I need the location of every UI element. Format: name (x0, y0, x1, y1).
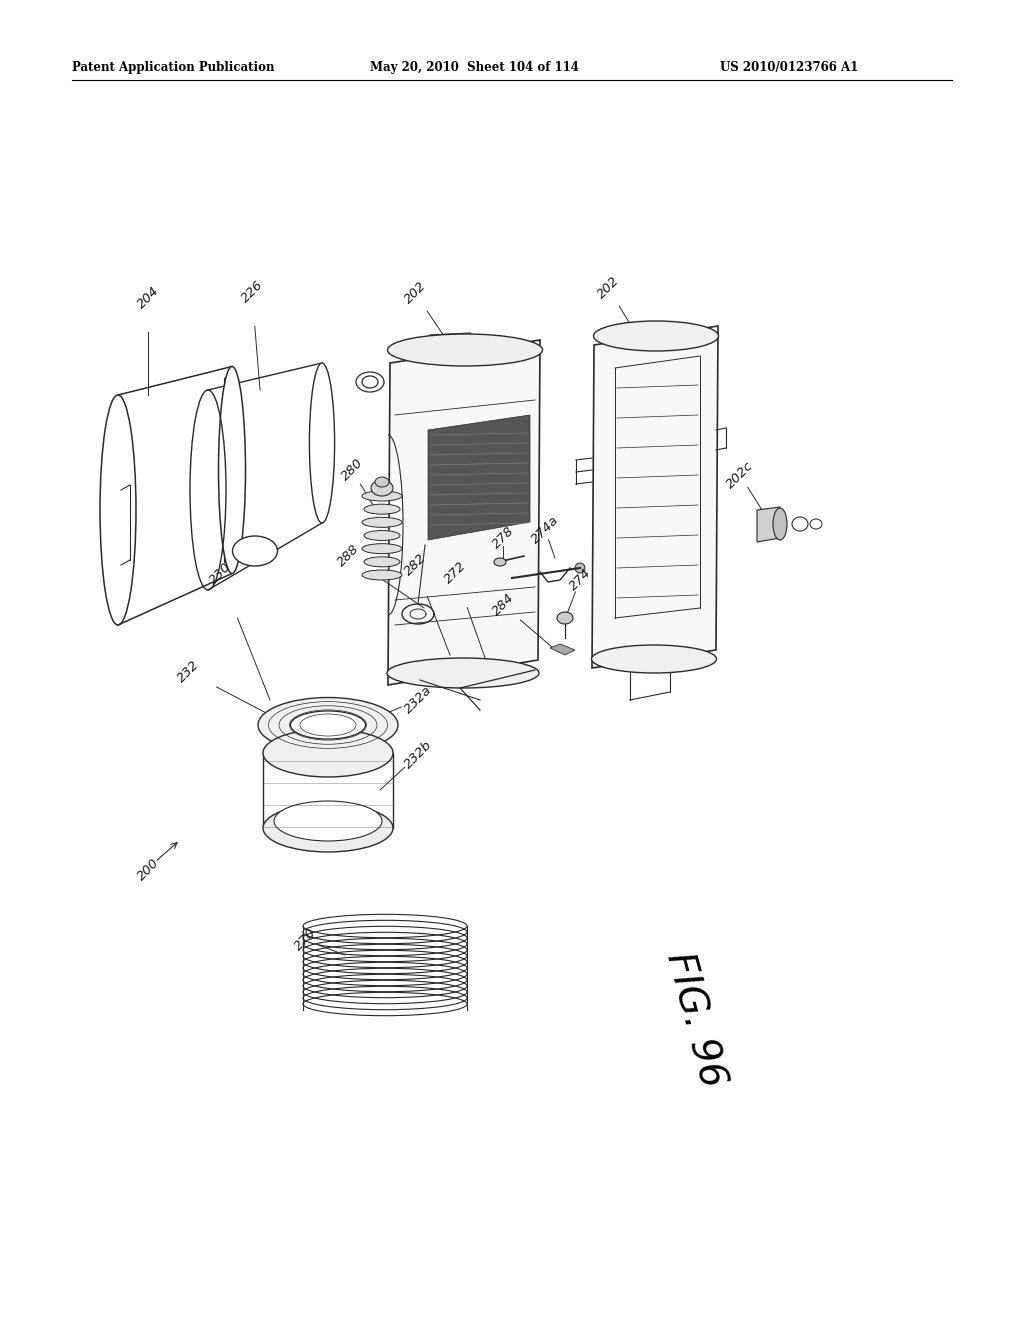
Text: 232b: 232b (401, 739, 434, 771)
Polygon shape (428, 414, 530, 540)
Text: 280: 280 (339, 457, 366, 483)
Text: 282: 282 (401, 552, 428, 578)
Ellipse shape (364, 557, 400, 566)
Text: 202: 202 (401, 280, 428, 306)
Circle shape (575, 564, 585, 573)
Text: 272: 272 (441, 560, 468, 586)
Ellipse shape (362, 491, 402, 502)
Text: 278: 278 (489, 524, 516, 552)
Text: 202c: 202c (724, 459, 756, 491)
Ellipse shape (274, 801, 382, 841)
Text: May 20, 2010  Sheet 104 of 114: May 20, 2010 Sheet 104 of 114 (370, 62, 579, 74)
Text: 232a: 232a (401, 684, 434, 717)
Text: 288: 288 (335, 543, 361, 569)
Text: Patent Application Publication: Patent Application Publication (72, 62, 274, 74)
Text: FIG. 96: FIG. 96 (658, 948, 731, 1092)
Ellipse shape (557, 612, 573, 624)
Text: 274a: 274a (528, 513, 561, 546)
Ellipse shape (387, 657, 539, 688)
Ellipse shape (592, 645, 717, 673)
Polygon shape (592, 326, 718, 668)
Text: 200: 200 (134, 857, 162, 883)
Ellipse shape (773, 508, 787, 540)
Ellipse shape (364, 504, 400, 515)
Ellipse shape (218, 367, 246, 573)
Text: 270: 270 (292, 927, 318, 953)
Polygon shape (757, 507, 780, 543)
Text: 232: 232 (174, 659, 202, 685)
Polygon shape (388, 341, 540, 685)
Ellipse shape (258, 697, 398, 752)
Text: 230: 230 (207, 561, 233, 587)
Ellipse shape (362, 570, 402, 579)
Ellipse shape (263, 729, 393, 777)
Ellipse shape (362, 544, 402, 553)
Ellipse shape (291, 711, 366, 739)
Ellipse shape (371, 480, 393, 496)
Ellipse shape (362, 517, 402, 527)
Polygon shape (550, 644, 575, 655)
Ellipse shape (387, 334, 543, 366)
Text: 202: 202 (595, 275, 622, 301)
Ellipse shape (375, 477, 389, 487)
Text: 284: 284 (489, 591, 516, 619)
Ellipse shape (364, 531, 400, 540)
Text: US 2010/0123766 A1: US 2010/0123766 A1 (720, 62, 858, 74)
Ellipse shape (494, 558, 506, 566)
Ellipse shape (232, 536, 278, 566)
Text: 204: 204 (134, 285, 162, 312)
Ellipse shape (309, 363, 335, 523)
Text: 274: 274 (566, 566, 594, 594)
Ellipse shape (263, 804, 393, 851)
Text: 226: 226 (239, 279, 265, 305)
Ellipse shape (594, 321, 719, 351)
